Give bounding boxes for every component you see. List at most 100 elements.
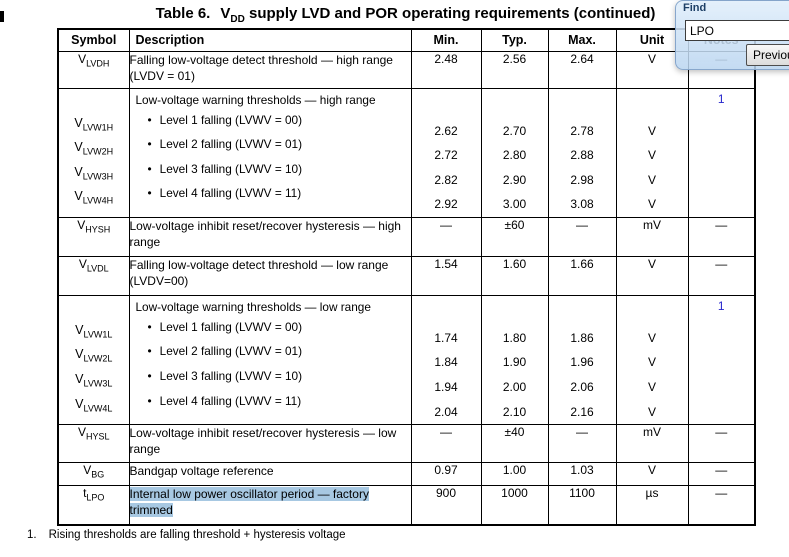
- group-header-text: Low-voltage warning thresholds — low ran…: [135, 299, 371, 314]
- table-row-bg: VBG Bandgap voltage reference 0.97 1.00 …: [57, 462, 756, 487]
- table-row-group-high: VLVW1H VLVW2H VLVW3H VLVW4H Low-voltage …: [57, 87, 756, 218]
- cell-min: 0.97: [410, 462, 482, 487]
- cell-max: —: [547, 424, 617, 464]
- table-row-lpo: tLPO Internal low power oscillator perio…: [57, 485, 756, 526]
- note-link[interactable]: 1: [717, 298, 725, 313]
- cell-min: 1.54: [410, 255, 482, 296]
- header-min: Min.: [410, 28, 482, 52]
- cell-description: Bandgap voltage reference: [128, 462, 412, 487]
- cell-unit: mV: [615, 424, 689, 464]
- cell-max: 1.66: [547, 255, 617, 296]
- table-title-label: Table 6.: [155, 5, 211, 22]
- cell-symbol: VHYSH: [57, 216, 130, 257]
- symbol-lvw3h: VLVW3H: [74, 164, 114, 182]
- cell-unit-group: V V V V: [615, 294, 689, 426]
- table-row-lvdh: VLVDH Falling low-voltage detect thresho…: [57, 50, 756, 89]
- cell-description-group: Low-voltage warning thresholds — low ran…: [128, 294, 412, 426]
- cell-description: Falling low-voltage detect threshold — l…: [128, 255, 412, 296]
- header-description: Description: [128, 28, 412, 52]
- cell-typ: 1.00: [480, 462, 549, 487]
- cell-max: 1.03: [547, 462, 617, 487]
- symbol-lvw4l: VLVW4L: [75, 396, 113, 414]
- cell-symbol: VBG: [57, 462, 130, 487]
- cell-min-group: 2.62 2.72 2.82 2.92: [410, 87, 482, 218]
- bullet-marker: •: [147, 369, 152, 384]
- cell-unit-group: V V V V: [615, 87, 689, 218]
- group-header-text: Low-voltage warning thresholds — high ra…: [135, 92, 376, 107]
- cell-typ-group: 1.80 1.90 2.00 2.10: [480, 294, 549, 426]
- bullet-marker: •: [147, 112, 152, 127]
- cell-symbol: VHYSL: [57, 424, 130, 464]
- cell-typ-group: 2.70 2.80 2.90 3.00: [480, 87, 549, 218]
- find-dialog-title: Find: [683, 2, 707, 14]
- cell-notes: —: [687, 216, 756, 257]
- symbol-lvw1l: VLVW1L: [75, 322, 113, 340]
- header-typ: Typ.: [480, 28, 549, 52]
- symbol-lvw1h: VLVW1H: [74, 115, 114, 133]
- cell-notes-group: 1: [687, 87, 756, 218]
- footnote-number: 1.: [27, 529, 37, 541]
- cell-max-group: 1.86 1.96 2.06 2.16: [547, 294, 617, 426]
- search-highlight-text: Internal low power oscillator period — f…: [129, 487, 369, 518]
- symbol-lvw3l: VLVW3L: [75, 372, 113, 389]
- cell-description: Low-voltage inhibit reset/recover hyster…: [128, 424, 412, 464]
- bullet-line: • Level 3 falling (LVWV = 10): [147, 369, 303, 384]
- cell-min: —: [410, 216, 482, 257]
- cell-description: Low-voltage inhibit reset/recover hyster…: [128, 216, 412, 257]
- find-input[interactable]: [685, 20, 789, 41]
- cell-unit: V: [615, 255, 689, 296]
- bullet-marker: •: [147, 186, 152, 201]
- cell-notes: —: [687, 424, 756, 464]
- cell-unit: mV: [615, 216, 689, 257]
- cell-description-group: Low-voltage warning thresholds — high ra…: [128, 87, 412, 218]
- header-symbol: Symbol: [57, 28, 130, 52]
- cell-max: —: [547, 216, 617, 257]
- table-title-rest: supply LVD and POR operating requirement…: [248, 5, 656, 22]
- cell-max: 1100: [547, 485, 617, 526]
- table-row-hysh: VHYSH Low-voltage inhibit reset/recover …: [57, 216, 756, 257]
- cell-max: 2.64: [547, 50, 617, 89]
- symbol-lvw4h: VLVW4H: [74, 189, 114, 206]
- bullet-line: • Level 1 falling (LVWV = 00): [147, 319, 303, 334]
- cell-min: —: [410, 424, 482, 464]
- operating-requirements-table: Symbol Description Min. Typ. Max. Unit N…: [57, 28, 756, 526]
- header-max: Max.: [547, 28, 617, 52]
- bullet-line: • Level 4 falling (LVWV = 11): [147, 393, 302, 408]
- bullet-line: • Level 2 falling (LVWV = 01): [147, 137, 303, 152]
- bullet-line: • Level 1 falling (LVWV = 00): [147, 112, 303, 127]
- cell-typ: ±40: [480, 424, 549, 464]
- bullet-line: • Level 2 falling (LVWV = 01): [147, 344, 303, 359]
- table-title-symbol: VDD: [220, 5, 245, 25]
- cell-typ: 1000: [480, 485, 549, 526]
- table-row-hysl: VHYSL Low-voltage inhibit reset/recover …: [57, 424, 756, 464]
- cell-notes: —: [687, 462, 756, 487]
- find-dialog: Find Previous: [675, 0, 789, 70]
- cell-typ: 2.56: [480, 50, 549, 89]
- footnote-text: Rising thresholds are falling threshold …: [48, 529, 346, 541]
- table-row-lvdl: VLVDL Falling low-voltage detect thresho…: [57, 255, 756, 296]
- bullet-marker: •: [147, 161, 152, 176]
- find-previous-button[interactable]: Previous: [746, 44, 789, 66]
- table-title: Table 6. VDD supply LVD and POR operating…: [57, 5, 754, 25]
- cell-notes-group: 1: [687, 294, 756, 426]
- table-header-row: Symbol Description Min. Typ. Max. Unit N…: [57, 28, 756, 52]
- bullet-line: • Level 3 falling (LVWV = 10): [147, 161, 303, 176]
- bullet-marker: •: [147, 344, 152, 359]
- note-link[interactable]: 1: [717, 91, 725, 106]
- cell-min-group: 1.74 1.84 1.94 2.04: [410, 294, 482, 426]
- table-row-group-low: VLVW1L VLVW2L VLVW3L VLVW4L Low-voltage …: [57, 294, 756, 426]
- cell-symbol-group: VLVW1H VLVW2H VLVW3H VLVW4H: [57, 87, 130, 218]
- cell-symbol-group: VLVW1L VLVW2L VLVW3L VLVW4L: [57, 294, 130, 426]
- bullet-marker: •: [147, 393, 152, 408]
- cell-min: 900: [410, 485, 482, 526]
- bullet-line: • Level 4 falling (LVWV = 11): [147, 186, 302, 201]
- cell-typ: ±60: [480, 216, 549, 257]
- cell-symbol: VLVDL: [57, 255, 130, 296]
- cell-max-group: 2.78 2.88 2.98 3.08: [547, 87, 617, 218]
- cell-min: 2.48: [410, 50, 482, 89]
- bullet-marker: •: [147, 319, 152, 334]
- cell-unit: V: [615, 462, 689, 487]
- footnote: 1. Rising thresholds are falling threshol…: [27, 529, 346, 541]
- cell-typ: 1.60: [480, 255, 549, 296]
- symbol-lvw2h: VLVW2H: [74, 140, 114, 157]
